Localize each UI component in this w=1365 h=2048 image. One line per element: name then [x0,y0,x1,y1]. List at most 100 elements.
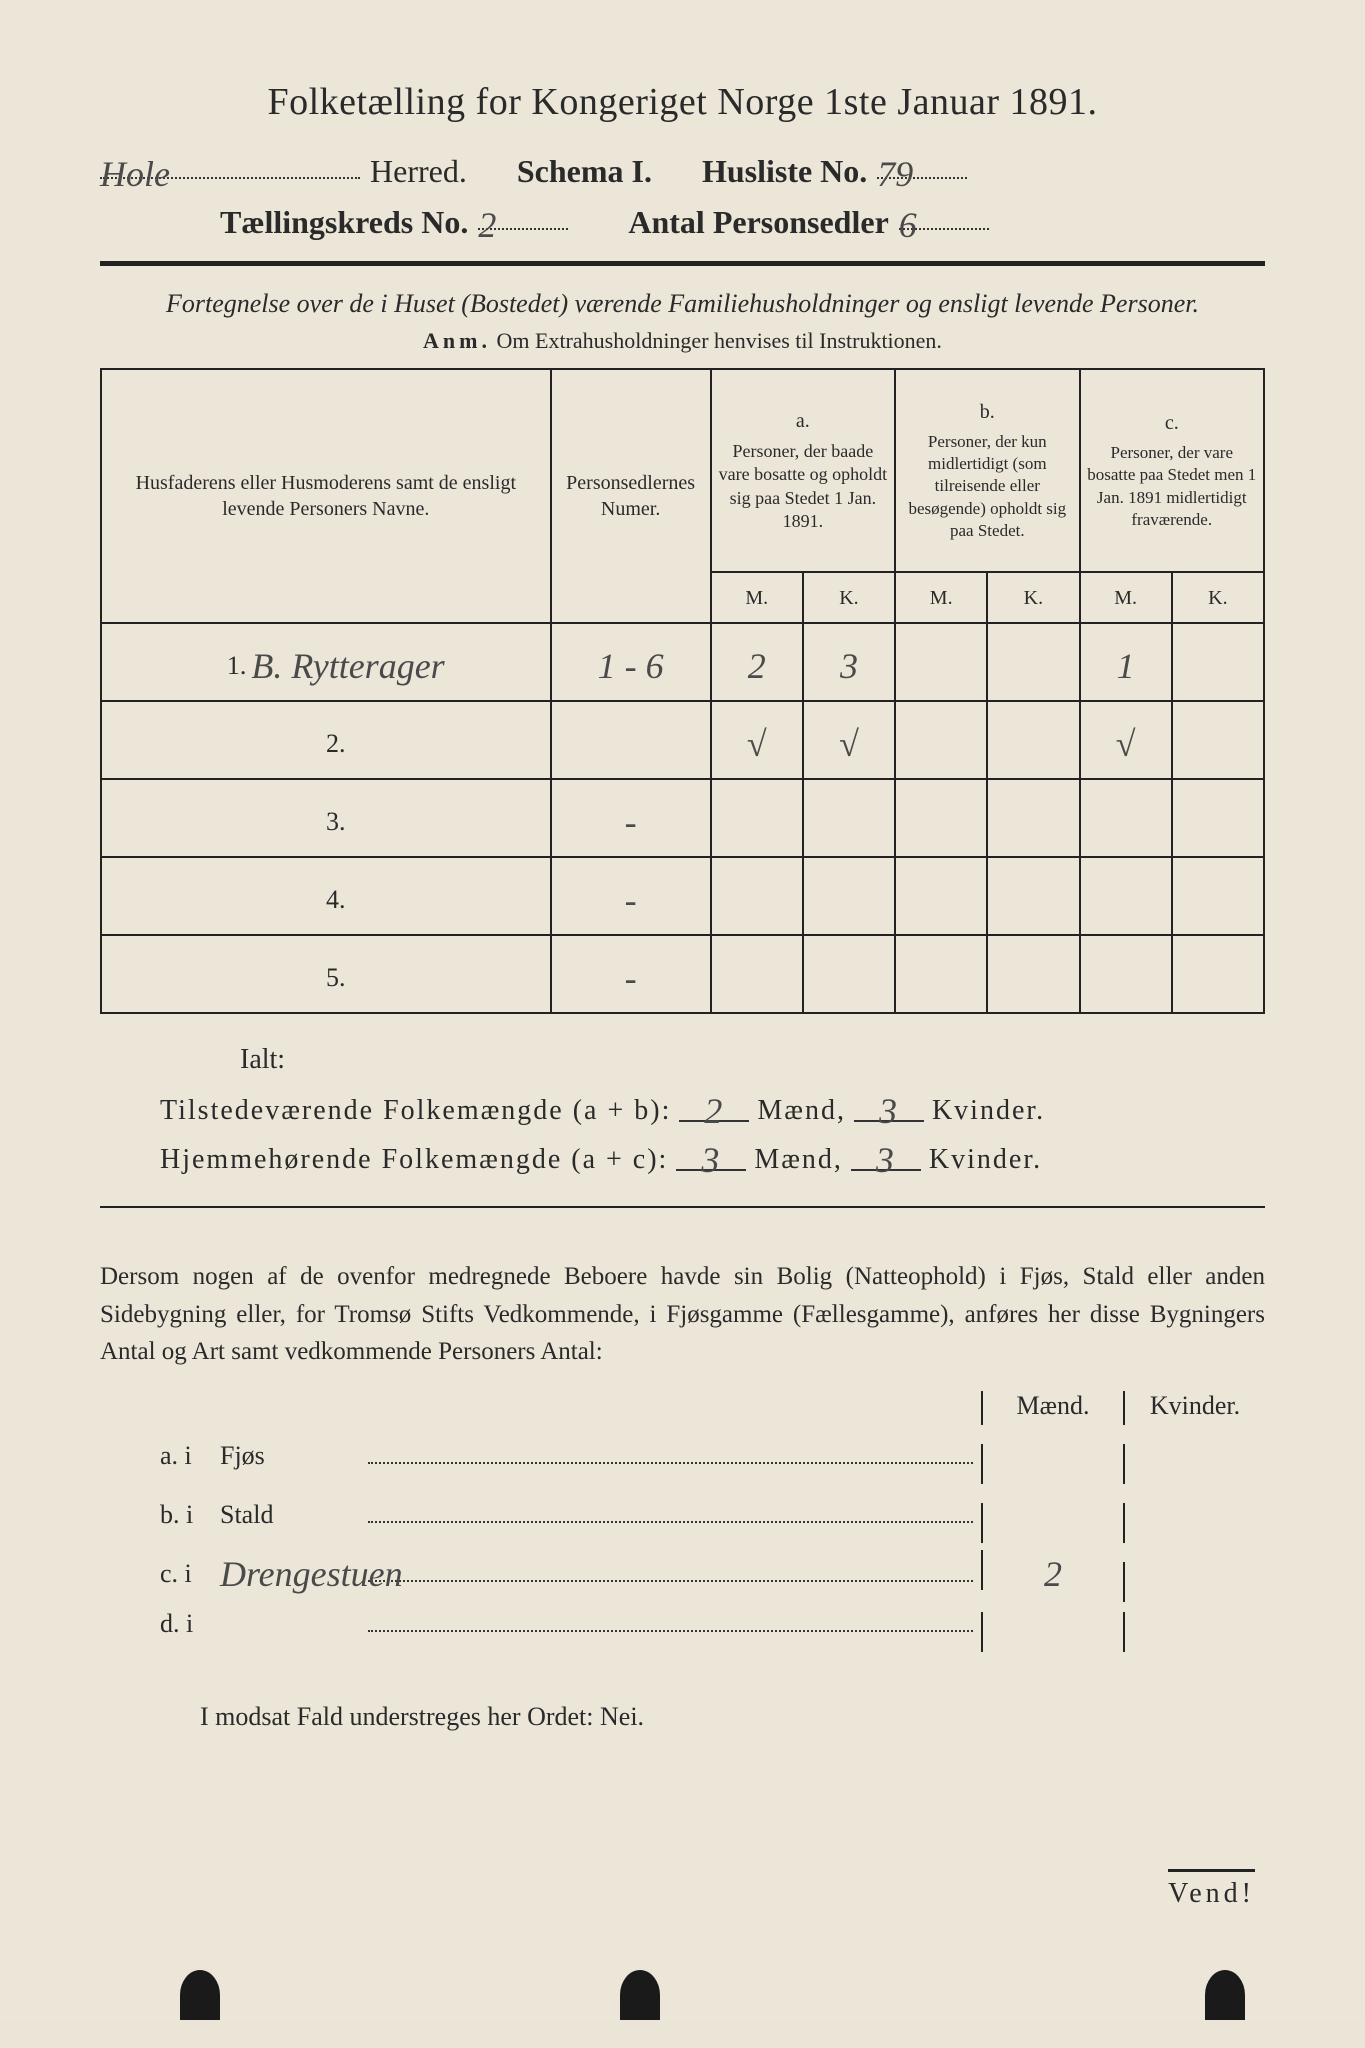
antal-label: Antal Personsedler [628,204,888,241]
bldg-dots [368,1558,973,1582]
hjemme-k: 3 [851,1139,921,1171]
bldg-m: 2 [981,1550,1123,1590]
row-am: 2 [711,623,803,701]
tear-mark-1 [180,1970,220,2020]
row-sedler [551,701,711,779]
bldg-row: a. iFjøs [160,1431,1265,1484]
row-name: 2. [101,701,551,779]
bldg-label: d. i [160,1609,220,1639]
hjemme-label: Hjemmehørende Folkemængde (a + c): [160,1144,668,1176]
row-bk [987,935,1079,1013]
table-row: 1. B. Rytterager1 - 6231 [101,623,1264,701]
row-bk [987,857,1079,935]
row-am [711,857,803,935]
kreds-field: 2 [478,200,568,230]
rule-1 [100,261,1265,266]
maend-1: Mænd, [757,1095,846,1127]
bldg-dots [368,1608,973,1632]
bldg-row: c. iDrengestuen 2 [160,1549,1265,1602]
bldg-k [1123,1562,1265,1602]
tilstede-label: Tilstedeværende Folkemængde (a + b): [160,1095,671,1127]
ialt-label: Ialt: [240,1044,1265,1076]
col-a-k: K. [803,572,895,624]
row-ck [1172,701,1264,779]
vend-label: Vend! [1168,1869,1255,1910]
husliste-field: 79 [877,149,967,179]
row-sedler: - [551,935,711,1013]
bldg-dots [368,1440,973,1464]
census-form-page: Folketælling for Kongeriget Norge 1ste J… [0,0,1365,2020]
anm-prefix: Anm. [423,328,491,353]
row-cm: √ [1080,701,1172,779]
bldg-head-m: Mænd. [981,1391,1123,1425]
row-bm [895,701,987,779]
bldg-dots [368,1499,973,1523]
bldg-row: b. iStald [160,1490,1265,1543]
row-am [711,779,803,857]
header-row-2: Tællingskreds No. 2 Antal Personsedler 6 [220,200,1265,241]
row-cm: 1 [1080,623,1172,701]
tilstede-m: 2 [679,1090,749,1122]
husliste-label: Husliste No. [702,153,867,190]
bldg-header: Mænd. Kvinder. [160,1391,1265,1425]
row-name: 1. B. Rytterager [101,623,551,701]
col-c: c. Personer, der vare bosatte paa Stedet… [1080,369,1264,571]
tear-mark-2 [620,1970,660,2020]
col-c-k: K. [1172,572,1264,624]
schema-label: Schema I. [517,153,652,190]
bldg-label: c. i [160,1559,220,1589]
row-bm [895,779,987,857]
page-title: Folketælling for Kongeriget Norge 1ste J… [100,80,1265,124]
row-bm [895,623,987,701]
col-b: b. Personer, der kun midlertidigt (som t… [895,369,1079,571]
tear-mark-3 [1205,1970,1245,2020]
col-sedler: Personsedlernes Numer. [551,369,711,623]
herred-label: Herred. [370,153,467,190]
col-b-m: M. [895,572,987,624]
sum-tilstede: Tilstedeværende Folkemængde (a + b): 2 M… [160,1086,1265,1127]
row-ak: √ [803,701,895,779]
row-name: 4. [101,857,551,935]
bldg-head-k: Kvinder. [1123,1391,1265,1425]
col-name: Husfaderens eller Husmoderens samt de en… [101,369,551,623]
bldg-label: a. i [160,1441,220,1471]
bldg-k [1123,1444,1265,1484]
row-bk [987,701,1079,779]
kreds-value: 2 [478,205,496,245]
row-ak [803,857,895,935]
header-row-1: Hole Herred. Schema I. Husliste No. 79 [100,149,1265,190]
col-c-text: Personer, der vare bosatte paa Stedet me… [1085,442,1259,530]
bldg-label: b. i [160,1500,220,1530]
col-b-k: K. [987,572,1079,624]
kvinder-1: Kvinder. [932,1095,1045,1127]
row-ck [1172,779,1264,857]
nei-line: I modsat Fald understreges her Ordet: Ne… [200,1702,1265,1732]
col-b-label: b. [900,399,1074,425]
row-name: 5. [101,935,551,1013]
row-sedler: - [551,857,711,935]
row-sedler: - [551,779,711,857]
row-bk [987,779,1079,857]
row-ak [803,779,895,857]
row-ak [803,935,895,1013]
row-ck [1172,935,1264,1013]
herred-value: Hole [100,154,170,194]
col-a-text: Personer, der baade vare bosatte og opho… [716,440,890,534]
bldg-k [1123,1612,1265,1652]
row-ak: 3 [803,623,895,701]
col-a-m: M. [711,572,803,624]
bldg-paragraph: Dersom nogen af de ovenfor medregnede Be… [100,1258,1265,1371]
bldg-m [981,1503,1123,1543]
col-c-m: M. [1080,572,1172,624]
anm-line: Anm. Om Extrahusholdninger henvises til … [100,328,1265,354]
row-ck [1172,857,1264,935]
antal-value: 6 [899,205,917,245]
row-bm [895,935,987,1013]
bldg-name: Drengestuen [220,1549,360,1591]
bldg-name: Stald [220,1490,360,1532]
table-row: 3. - [101,779,1264,857]
bldg-row: d. i [160,1608,1265,1652]
subtitle: Fortegnelse over de i Huset (Bostedet) v… [100,286,1265,322]
herred-field: Hole [100,149,360,179]
row-name: 3. [101,779,551,857]
